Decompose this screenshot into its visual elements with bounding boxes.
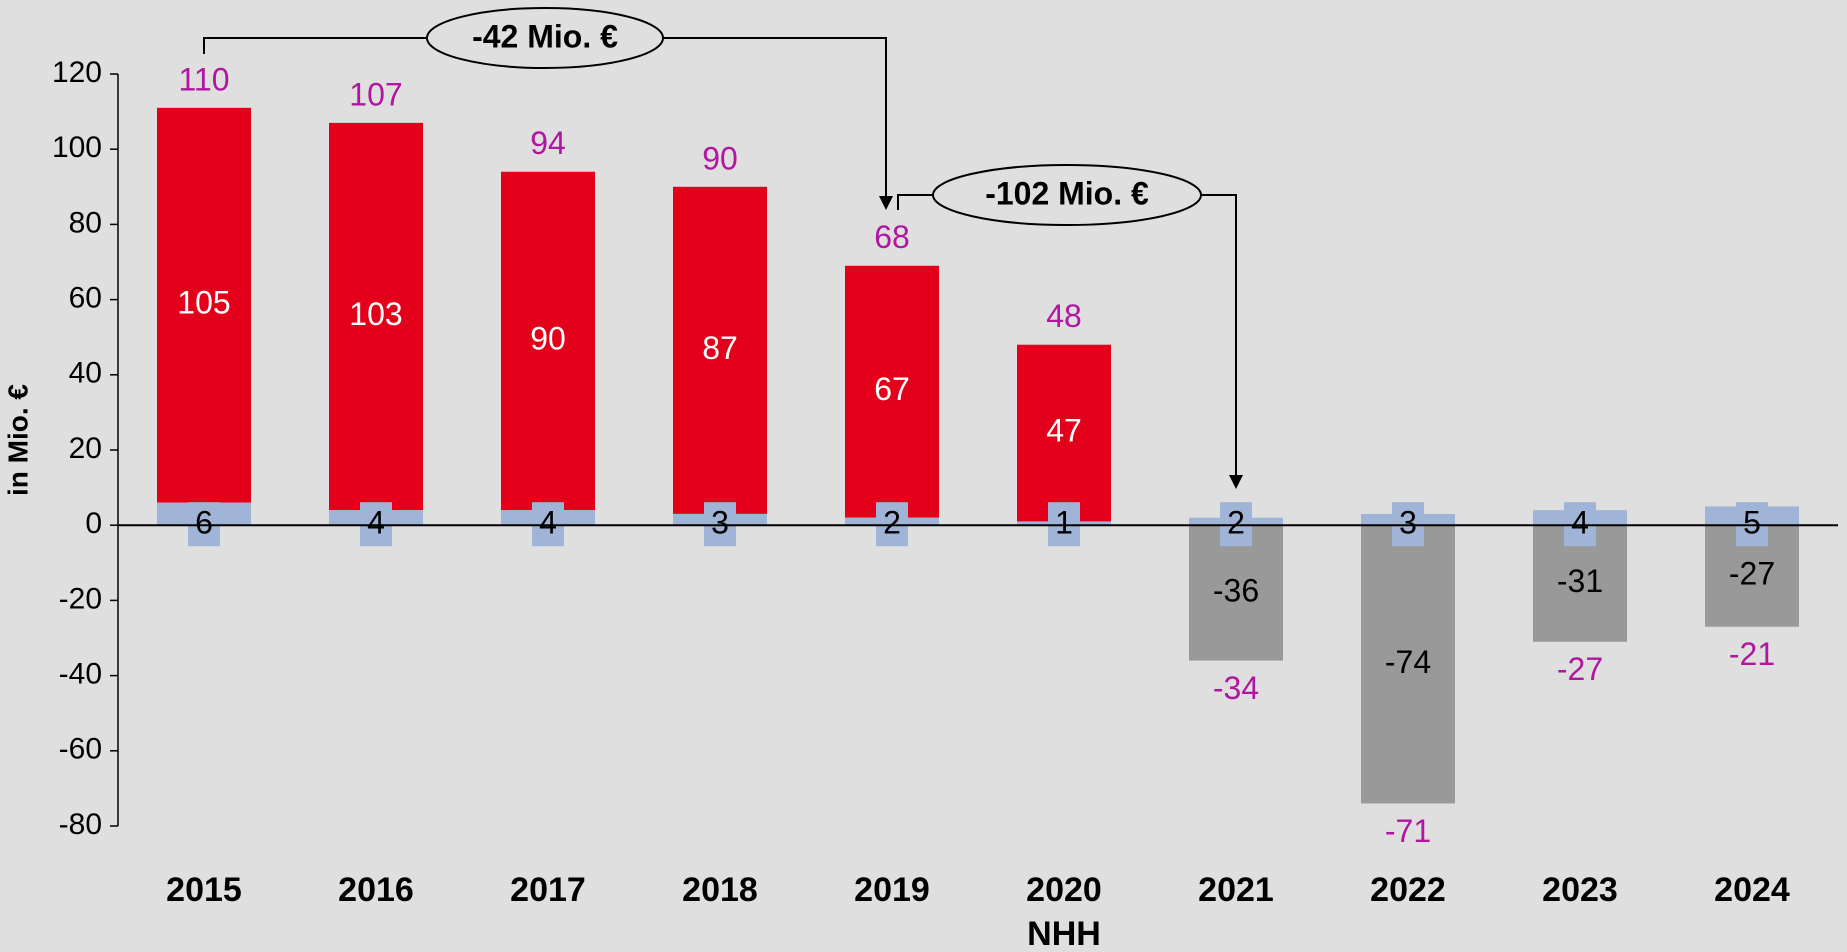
y-axis-label: in Mio. €	[2, 384, 33, 496]
data-label: 1	[1055, 505, 1073, 541]
y-tick-label: -60	[59, 733, 102, 766]
y-tick-label: 40	[69, 357, 102, 390]
total-label: 68	[874, 219, 910, 255]
data-label: 2	[883, 505, 901, 541]
total-label: 48	[1046, 298, 1082, 334]
total-label: 110	[178, 61, 229, 97]
y-tick-label: 100	[52, 131, 102, 164]
arrow-head	[879, 196, 893, 210]
x-tick-label: 2016	[338, 871, 414, 909]
x-tick-label: 2021	[1198, 871, 1274, 909]
bar-segment	[1189, 525, 1283, 661]
x-tick-label: 2019	[854, 871, 930, 909]
data-label: -31	[1557, 563, 1603, 599]
data-label: 3	[1399, 505, 1417, 541]
total-label: 107	[349, 76, 402, 112]
y-tick-label: 80	[69, 206, 102, 239]
x-tick-label: 2022	[1370, 871, 1446, 909]
total-label: 94	[530, 125, 566, 161]
arrow-head	[1229, 475, 1243, 489]
bar-segment	[1361, 525, 1455, 804]
data-label: 90	[530, 320, 566, 356]
x-tick-label: 2018	[682, 871, 758, 909]
data-label: 87	[702, 330, 738, 366]
category-note: NHH	[1027, 915, 1101, 952]
total-label: 90	[702, 140, 738, 176]
bar-segment	[673, 186, 767, 514]
bar-segment	[501, 171, 595, 511]
annotation-bubble	[426, 7, 664, 69]
y-tick-label: -80	[59, 808, 102, 841]
data-label: 4	[367, 505, 385, 541]
annotation-text: -42 Mio. €	[472, 18, 618, 54]
y-tick-label: 20	[69, 432, 102, 465]
data-label: -36	[1213, 572, 1259, 608]
total-label: -21	[1729, 636, 1775, 672]
data-label: 4	[539, 505, 557, 541]
data-label: -27	[1729, 555, 1775, 591]
y-tick-label: -20	[59, 582, 102, 615]
data-label: 47	[1046, 413, 1082, 449]
data-label: 103	[349, 296, 402, 332]
data-label: 105	[177, 285, 230, 321]
y-tick-label: -40	[59, 658, 102, 691]
y-tick-label: 60	[69, 282, 102, 315]
y-tick-label: 120	[52, 56, 102, 89]
bar-segment	[157, 107, 251, 503]
total-label: -71	[1385, 813, 1431, 849]
data-label: 67	[874, 371, 910, 407]
total-label: -34	[1213, 670, 1259, 706]
x-tick-label: 2024	[1714, 871, 1790, 909]
bar-segment	[1017, 344, 1111, 522]
bar-segment	[845, 265, 939, 518]
data-label: 5	[1743, 505, 1761, 541]
annotation-bubble	[932, 164, 1202, 226]
x-tick-label: 2015	[166, 871, 242, 909]
annotation-text: -102 Mio. €	[985, 175, 1149, 211]
total-label: -27	[1557, 651, 1603, 687]
data-label: 6	[195, 505, 213, 541]
x-tick-label: 2020	[1026, 871, 1102, 909]
bar-segment	[329, 122, 423, 511]
x-tick-label: 2017	[510, 871, 586, 909]
y-tick-label: 0	[85, 507, 102, 540]
x-tick-label: 2023	[1542, 871, 1618, 909]
data-label: 4	[1571, 505, 1589, 541]
data-label: 2	[1227, 505, 1245, 541]
data-label: -74	[1385, 644, 1431, 680]
data-label: 3	[711, 505, 729, 541]
